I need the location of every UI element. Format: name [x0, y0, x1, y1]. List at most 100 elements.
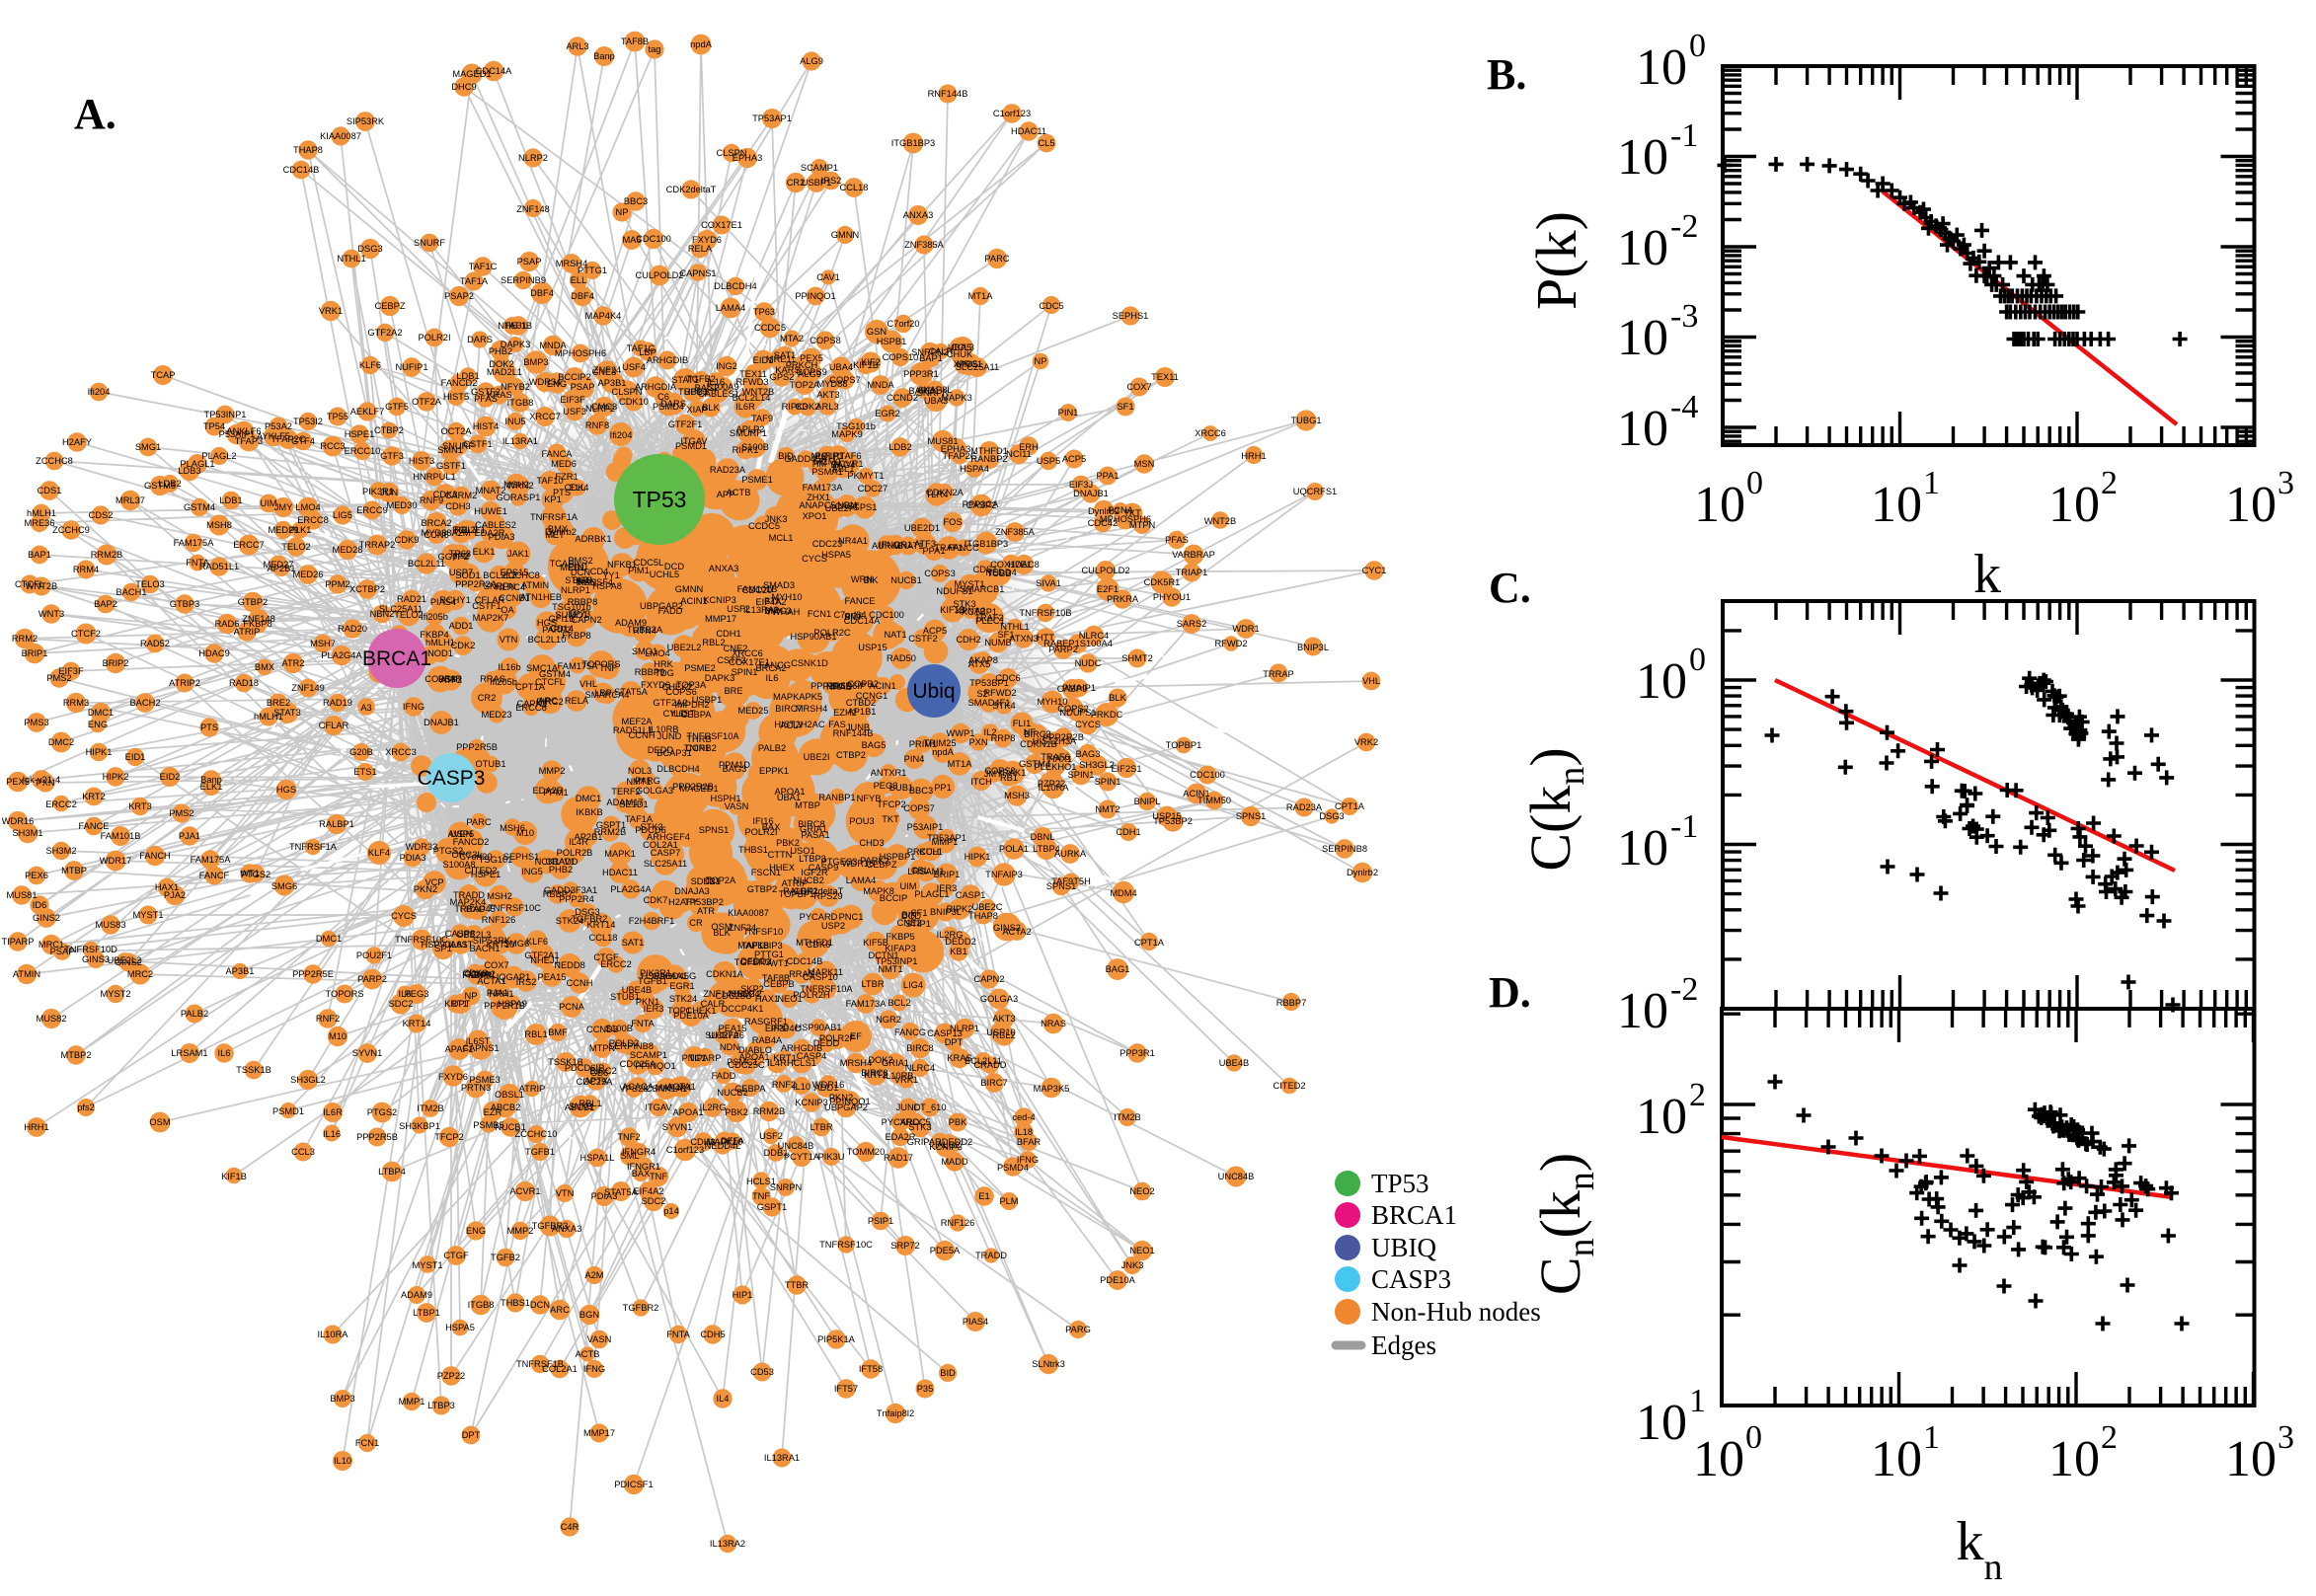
svg-text:ACTA2: ACTA2	[1002, 927, 1031, 937]
svg-text:ALG9: ALG9	[798, 369, 821, 379]
svg-text:ATRIP2: ATRIP2	[169, 678, 200, 688]
svg-text:ALG9: ALG9	[800, 56, 823, 66]
svg-text:FKBP5: FKBP5	[886, 932, 914, 942]
svg-text:CDK7: CDK7	[644, 895, 668, 905]
svg-text:VTN: VTN	[556, 1188, 575, 1198]
svg-text:DPT: DPT	[462, 1430, 481, 1440]
svg-text:PDE5A: PDE5A	[930, 1246, 961, 1255]
svg-text:Ifi204: Ifi204	[88, 387, 111, 397]
svg-text:C1orf123: C1orf123	[666, 1145, 704, 1155]
svg-text:RBL1: RBL1	[524, 1029, 547, 1039]
svg-text:GSTM4: GSTM4	[184, 502, 215, 512]
svg-text:IL6R: IL6R	[735, 402, 755, 412]
svg-text:UNC84B: UNC84B	[1218, 1172, 1255, 1181]
svg-text:KB1: KB1	[950, 947, 967, 956]
svg-text:HSPA5: HSPA5	[445, 1323, 475, 1332]
svg-text:CDKN2A: CDKN2A	[926, 488, 965, 497]
svg-text:THBS1: THBS1	[738, 845, 768, 855]
svg-text:AP1B1: AP1B1	[848, 707, 877, 717]
svg-text:WNT2B: WNT2B	[1204, 516, 1237, 526]
svg-text:PMS2: PMS2	[169, 808, 193, 818]
svg-text:NDN: NDN	[720, 1042, 739, 1052]
svg-text:POLA1: POLA1	[999, 844, 1029, 854]
svg-text:MTBP: MTBP	[61, 866, 87, 875]
svg-text:HIPK2: HIPK2	[103, 772, 129, 782]
svg-text:RRM4: RRM4	[73, 565, 99, 574]
svg-text:10: 10	[1871, 477, 1922, 533]
svg-text:10: 10	[1617, 220, 1668, 276]
svg-text:MYST1: MYST1	[133, 910, 164, 920]
svg-text:JMY: JMY	[984, 769, 1003, 779]
svg-text:TNFSF10: TNFSF10	[743, 927, 783, 937]
svg-text:RNF126: RNF126	[941, 1218, 975, 1228]
svg-text:STAT5A: STAT5A	[604, 1187, 639, 1197]
svg-text:CDC14B: CDC14B	[283, 165, 320, 175]
svg-text:COPS3: COPS3	[924, 569, 956, 578]
svg-text:CYCS: CYCS	[391, 911, 417, 921]
svg-text:HSPE1: HSPE1	[345, 429, 375, 439]
svg-text:EID1: EID1	[753, 355, 774, 365]
svg-text:BNIP3L: BNIP3L	[1297, 643, 1329, 652]
svg-text:PP1: PP1	[934, 783, 952, 793]
svg-text:10: 10	[2048, 1431, 2100, 1487]
svg-text:CDC5: CDC5	[1039, 301, 1063, 311]
svg-text:IL6R: IL6R	[323, 1107, 343, 1117]
svg-text:FAM173A: FAM173A	[803, 483, 844, 493]
svg-text:HDAC11: HDAC11	[602, 868, 638, 877]
svg-text:DMC1: DMC1	[316, 934, 342, 944]
svg-text:MTA2: MTA2	[780, 334, 804, 343]
svg-text:Edges: Edges	[1371, 1330, 1436, 1360]
svg-text:PMS3: PMS3	[24, 718, 48, 727]
svg-text:TNFRSF1A: TNFRSF1A	[289, 842, 338, 852]
svg-text:MRC2: MRC2	[127, 969, 153, 979]
svg-text:WDR16: WDR16	[2, 816, 35, 826]
svg-text:TGFBR3: TGFBR3	[734, 957, 771, 967]
svg-text:FNTA: FNTA	[631, 1019, 655, 1028]
svg-text:IFNG: IFNG	[583, 1364, 605, 1374]
svg-text:PDIA3: PDIA3	[400, 853, 426, 863]
svg-text:NUFIP1: NUFIP1	[811, 451, 843, 461]
svg-text:KLF6: KLF6	[359, 360, 381, 370]
svg-text:RNF144B: RNF144B	[928, 89, 968, 99]
svg-text:RAD17: RAD17	[884, 1153, 913, 1163]
svg-text:CPT1A: CPT1A	[1134, 938, 1165, 948]
svg-text:RANBP2: RANBP2	[970, 454, 1007, 464]
svg-text:BRCA2: BRCA2	[421, 518, 451, 528]
svg-text:C7orf64: C7orf64	[833, 610, 866, 620]
svg-text:SNURF: SNURF	[414, 238, 445, 248]
svg-text:MMP2: MMP2	[507, 1226, 534, 1236]
svg-text:BFAR: BFAR	[1017, 1137, 1042, 1147]
svg-text:PNC1: PNC1	[682, 1053, 707, 1063]
svg-text:TRIM25: TRIM25	[923, 738, 956, 748]
svg-text:SMG1: SMG1	[135, 442, 161, 452]
svg-text:RAD6: RAD6	[215, 619, 240, 629]
svg-text:ACVR1: ACVR1	[509, 1186, 540, 1196]
svg-text:LIG5: LIG5	[333, 510, 352, 520]
svg-text:FZR1: FZR1	[555, 472, 578, 482]
svg-text:DBF4: DBF4	[530, 288, 554, 298]
svg-text:BAX: BAX	[632, 1169, 651, 1178]
svg-text:BLK: BLK	[1109, 693, 1126, 703]
svg-text:PIAS4: PIAS4	[963, 1317, 988, 1327]
svg-text:FANCE: FANCE	[79, 821, 110, 831]
svg-text:BGN: BGN	[573, 575, 592, 585]
svg-text:IL10: IL10	[793, 1082, 811, 1092]
svg-text:P(k): P(k)	[1524, 211, 1588, 310]
svg-text:ADAM9: ADAM9	[615, 618, 647, 628]
svg-text:ZNF385A: ZNF385A	[904, 240, 945, 250]
svg-text:Ifi205b: Ifi205b	[421, 612, 448, 622]
svg-text:CITED2: CITED2	[1273, 1081, 1305, 1091]
svg-text:CEBPA: CEBPA	[735, 1084, 767, 1094]
svg-text:ITGB1BP3: ITGB1BP3	[891, 138, 935, 148]
svg-text:NRAS: NRAS	[826, 682, 852, 692]
svg-text:PPM1D: PPM1D	[719, 760, 750, 770]
svg-text:WWP1: WWP1	[947, 728, 975, 738]
svg-text:PPP3R1: PPP3R1	[903, 369, 939, 379]
svg-text:MSH7: MSH7	[310, 639, 336, 648]
svg-text:ERCC2: ERCC2	[45, 799, 77, 809]
svg-text:2: 2	[2101, 1419, 2118, 1456]
svg-text:GINS3: GINS3	[82, 954, 110, 964]
svg-text:XRCC6: XRCC6	[732, 648, 763, 658]
svg-text:FAM175A: FAM175A	[191, 855, 232, 865]
svg-text:SLC25A11: SLC25A11	[644, 859, 687, 869]
